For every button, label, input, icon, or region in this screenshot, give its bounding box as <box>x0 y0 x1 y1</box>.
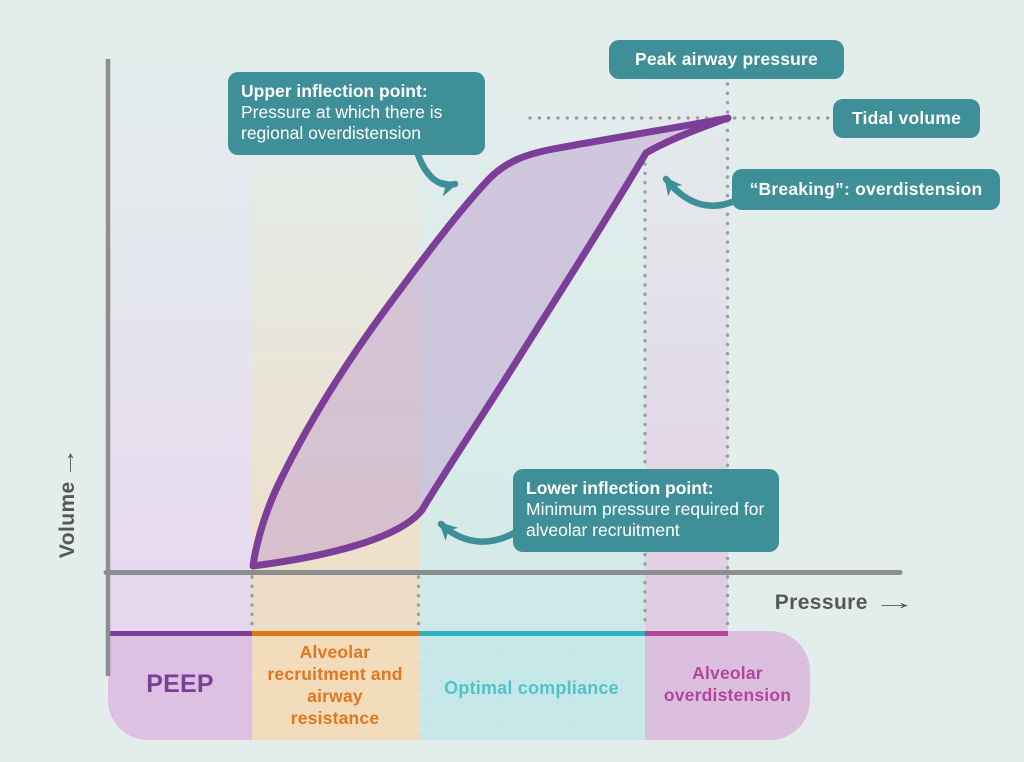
pressure-volume-loop-curve <box>249 114 732 570</box>
legend-border-optimal-compliance <box>418 631 645 636</box>
strip-optimal-compliance <box>418 575 645 631</box>
legend-label-peep: PEEP <box>146 670 214 698</box>
lower-inflection-arrow-icon <box>437 520 520 545</box>
strip-peep <box>108 575 252 631</box>
legend-label-overdistension: Alveolar overdistension <box>663 663 792 705</box>
strip-overdistension <box>645 575 728 631</box>
lower-inflection-title: Lower inflection point: <box>526 478 714 498</box>
legend-label-recruitment: Alveolar recruitment and airway resistan… <box>267 642 403 728</box>
upper-inflection-body: Pressure at which there is regional over… <box>241 102 443 143</box>
tidal-volume-callout: Tidal volume <box>833 99 980 138</box>
right-arrow-icon: → <box>872 591 918 614</box>
x-axis-label: Pressure → <box>755 588 925 618</box>
legend-band-recruitment <box>252 631 419 740</box>
legend-band-overdistension <box>645 631 810 740</box>
legend-border-peep <box>108 631 252 636</box>
lower-inflection-callout: Lower inflection point: Minimum pressure… <box>513 469 779 552</box>
upper-inflection-title: Upper inflection point: <box>241 81 428 101</box>
strip-recruitment <box>252 575 419 631</box>
legend-border-overdistension <box>645 631 728 636</box>
pressure-label: Pressure <box>774 591 868 614</box>
breaking-overdistension-callout: “Breaking”: overdistension <box>732 169 1000 210</box>
peak-airway-pressure-label: Peak airway pressure <box>634 49 818 69</box>
up-arrow-icon: → <box>56 446 79 479</box>
y-axis-label: Volume → <box>54 425 82 585</box>
peak-airway-pressure-callout: Peak airway pressure <box>609 40 844 79</box>
upper-inflection-callout: Upper inflection point: Pressure at whic… <box>228 72 485 155</box>
lower-inflection-body: Minimum pressure required for alveolar r… <box>526 499 765 540</box>
breaking-overdistension-label: “Breaking”: overdistension <box>749 179 983 199</box>
volume-label: Volume <box>56 481 79 559</box>
legend-band-optimal-compliance <box>418 631 645 740</box>
tidal-volume-label: Tidal volume <box>851 108 962 128</box>
legend-border-recruitment <box>252 631 419 636</box>
legend-label-optimal-compliance: Optimal compliance <box>444 678 619 698</box>
upper-inflection-arrow-icon <box>413 148 459 197</box>
legend-band-peep <box>108 631 252 740</box>
